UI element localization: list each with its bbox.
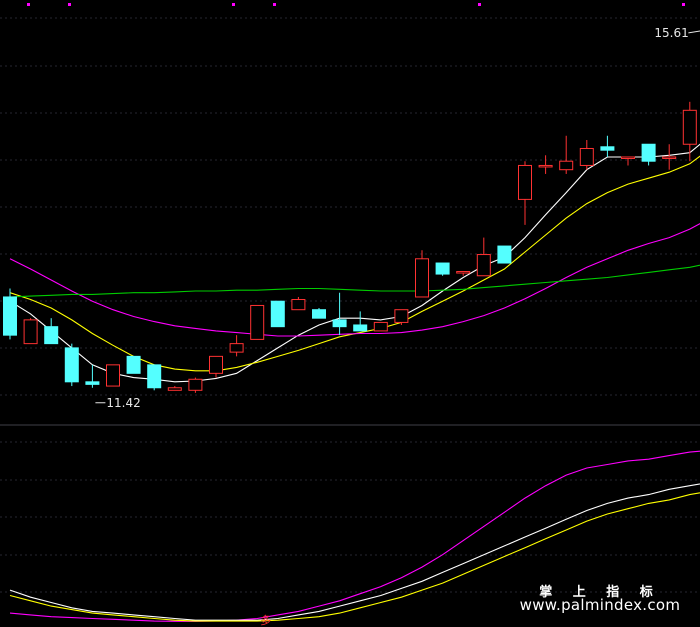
candle-body bbox=[3, 296, 17, 336]
candle bbox=[559, 135, 574, 174]
candle-body bbox=[291, 299, 306, 311]
candle bbox=[415, 250, 429, 298]
candle-body bbox=[682, 109, 697, 145]
candle bbox=[476, 237, 491, 277]
high-price-label: 15.61 bbox=[654, 26, 688, 40]
candle bbox=[621, 156, 635, 166]
candle bbox=[497, 245, 512, 264]
candle bbox=[106, 364, 120, 387]
candle-body bbox=[497, 245, 512, 264]
candle-body bbox=[167, 387, 182, 391]
candle bbox=[332, 292, 347, 336]
candle bbox=[641, 143, 656, 166]
candle-body bbox=[600, 146, 615, 151]
candle-body bbox=[373, 321, 388, 332]
candle-body bbox=[621, 156, 635, 159]
candle bbox=[85, 364, 100, 388]
candle-body bbox=[250, 304, 265, 340]
candle-body bbox=[85, 381, 100, 385]
candle-body bbox=[476, 254, 491, 277]
top-marker bbox=[682, 3, 685, 6]
candle bbox=[600, 135, 615, 157]
candle bbox=[579, 140, 594, 170]
indicator-line bbox=[9, 492, 700, 622]
candle-body bbox=[126, 355, 141, 374]
grid-lines bbox=[0, 17, 700, 593]
candle bbox=[394, 309, 409, 325]
candle bbox=[64, 343, 79, 387]
candle-body bbox=[579, 147, 594, 166]
candle bbox=[188, 377, 203, 393]
candle-body bbox=[64, 347, 79, 383]
ma-line bbox=[9, 264, 700, 298]
candle bbox=[23, 318, 38, 345]
candle-body bbox=[229, 343, 244, 353]
candle-body bbox=[435, 262, 450, 275]
ma-line bbox=[9, 155, 700, 372]
candle-body bbox=[106, 364, 120, 387]
candle-body bbox=[518, 164, 532, 200]
indicator-signal-marker: 多 bbox=[260, 613, 271, 627]
candle bbox=[682, 101, 697, 162]
high-label-arrow bbox=[688, 30, 700, 34]
candle bbox=[435, 262, 450, 276]
candle bbox=[229, 335, 244, 357]
indicator-line bbox=[9, 450, 700, 622]
indicator-line bbox=[9, 483, 700, 621]
candle bbox=[167, 386, 182, 391]
candle bbox=[147, 364, 162, 391]
candle-body bbox=[662, 156, 677, 159]
watermark-url: www.palmindex.com bbox=[519, 596, 681, 614]
top-marker bbox=[27, 3, 30, 6]
candle bbox=[353, 311, 368, 332]
candle bbox=[291, 296, 306, 311]
annotations: 15.61 11.42 多 bbox=[95, 26, 700, 627]
candle bbox=[456, 271, 471, 276]
candle-body bbox=[332, 319, 347, 328]
low-price-label: 11.42 bbox=[106, 396, 140, 410]
candle bbox=[126, 355, 141, 374]
candle bbox=[373, 321, 388, 332]
candle bbox=[44, 318, 59, 345]
top-marker bbox=[232, 3, 235, 6]
candle-body bbox=[394, 309, 409, 323]
candle-body bbox=[209, 355, 223, 374]
candle-body bbox=[456, 271, 471, 274]
indicator-lines bbox=[9, 450, 700, 622]
candle-body bbox=[559, 160, 574, 171]
ma-line bbox=[9, 223, 700, 337]
candle bbox=[209, 355, 223, 378]
candle bbox=[250, 304, 265, 340]
top-marker bbox=[273, 3, 276, 6]
candle bbox=[662, 144, 677, 170]
top-marker bbox=[478, 3, 481, 6]
candle bbox=[270, 300, 285, 328]
candle-body bbox=[641, 143, 656, 162]
candle-body bbox=[188, 378, 203, 391]
candle bbox=[3, 288, 17, 340]
candles bbox=[3, 101, 697, 393]
watermark-chinese: 掌 上 指 标 bbox=[539, 585, 661, 600]
moving-average-lines bbox=[9, 143, 700, 383]
candle-body bbox=[353, 324, 368, 332]
candle-body bbox=[147, 364, 162, 389]
candle-body bbox=[23, 319, 38, 345]
candle-body bbox=[270, 300, 285, 328]
candle bbox=[538, 155, 553, 174]
top-markers bbox=[27, 3, 685, 6]
candle-body bbox=[538, 164, 553, 168]
candle bbox=[518, 161, 532, 225]
candle-body bbox=[312, 309, 326, 319]
top-marker bbox=[68, 3, 71, 6]
ma-line bbox=[9, 143, 700, 383]
candle bbox=[312, 308, 326, 319]
candle-body bbox=[415, 258, 429, 298]
candle-body bbox=[44, 326, 59, 345]
